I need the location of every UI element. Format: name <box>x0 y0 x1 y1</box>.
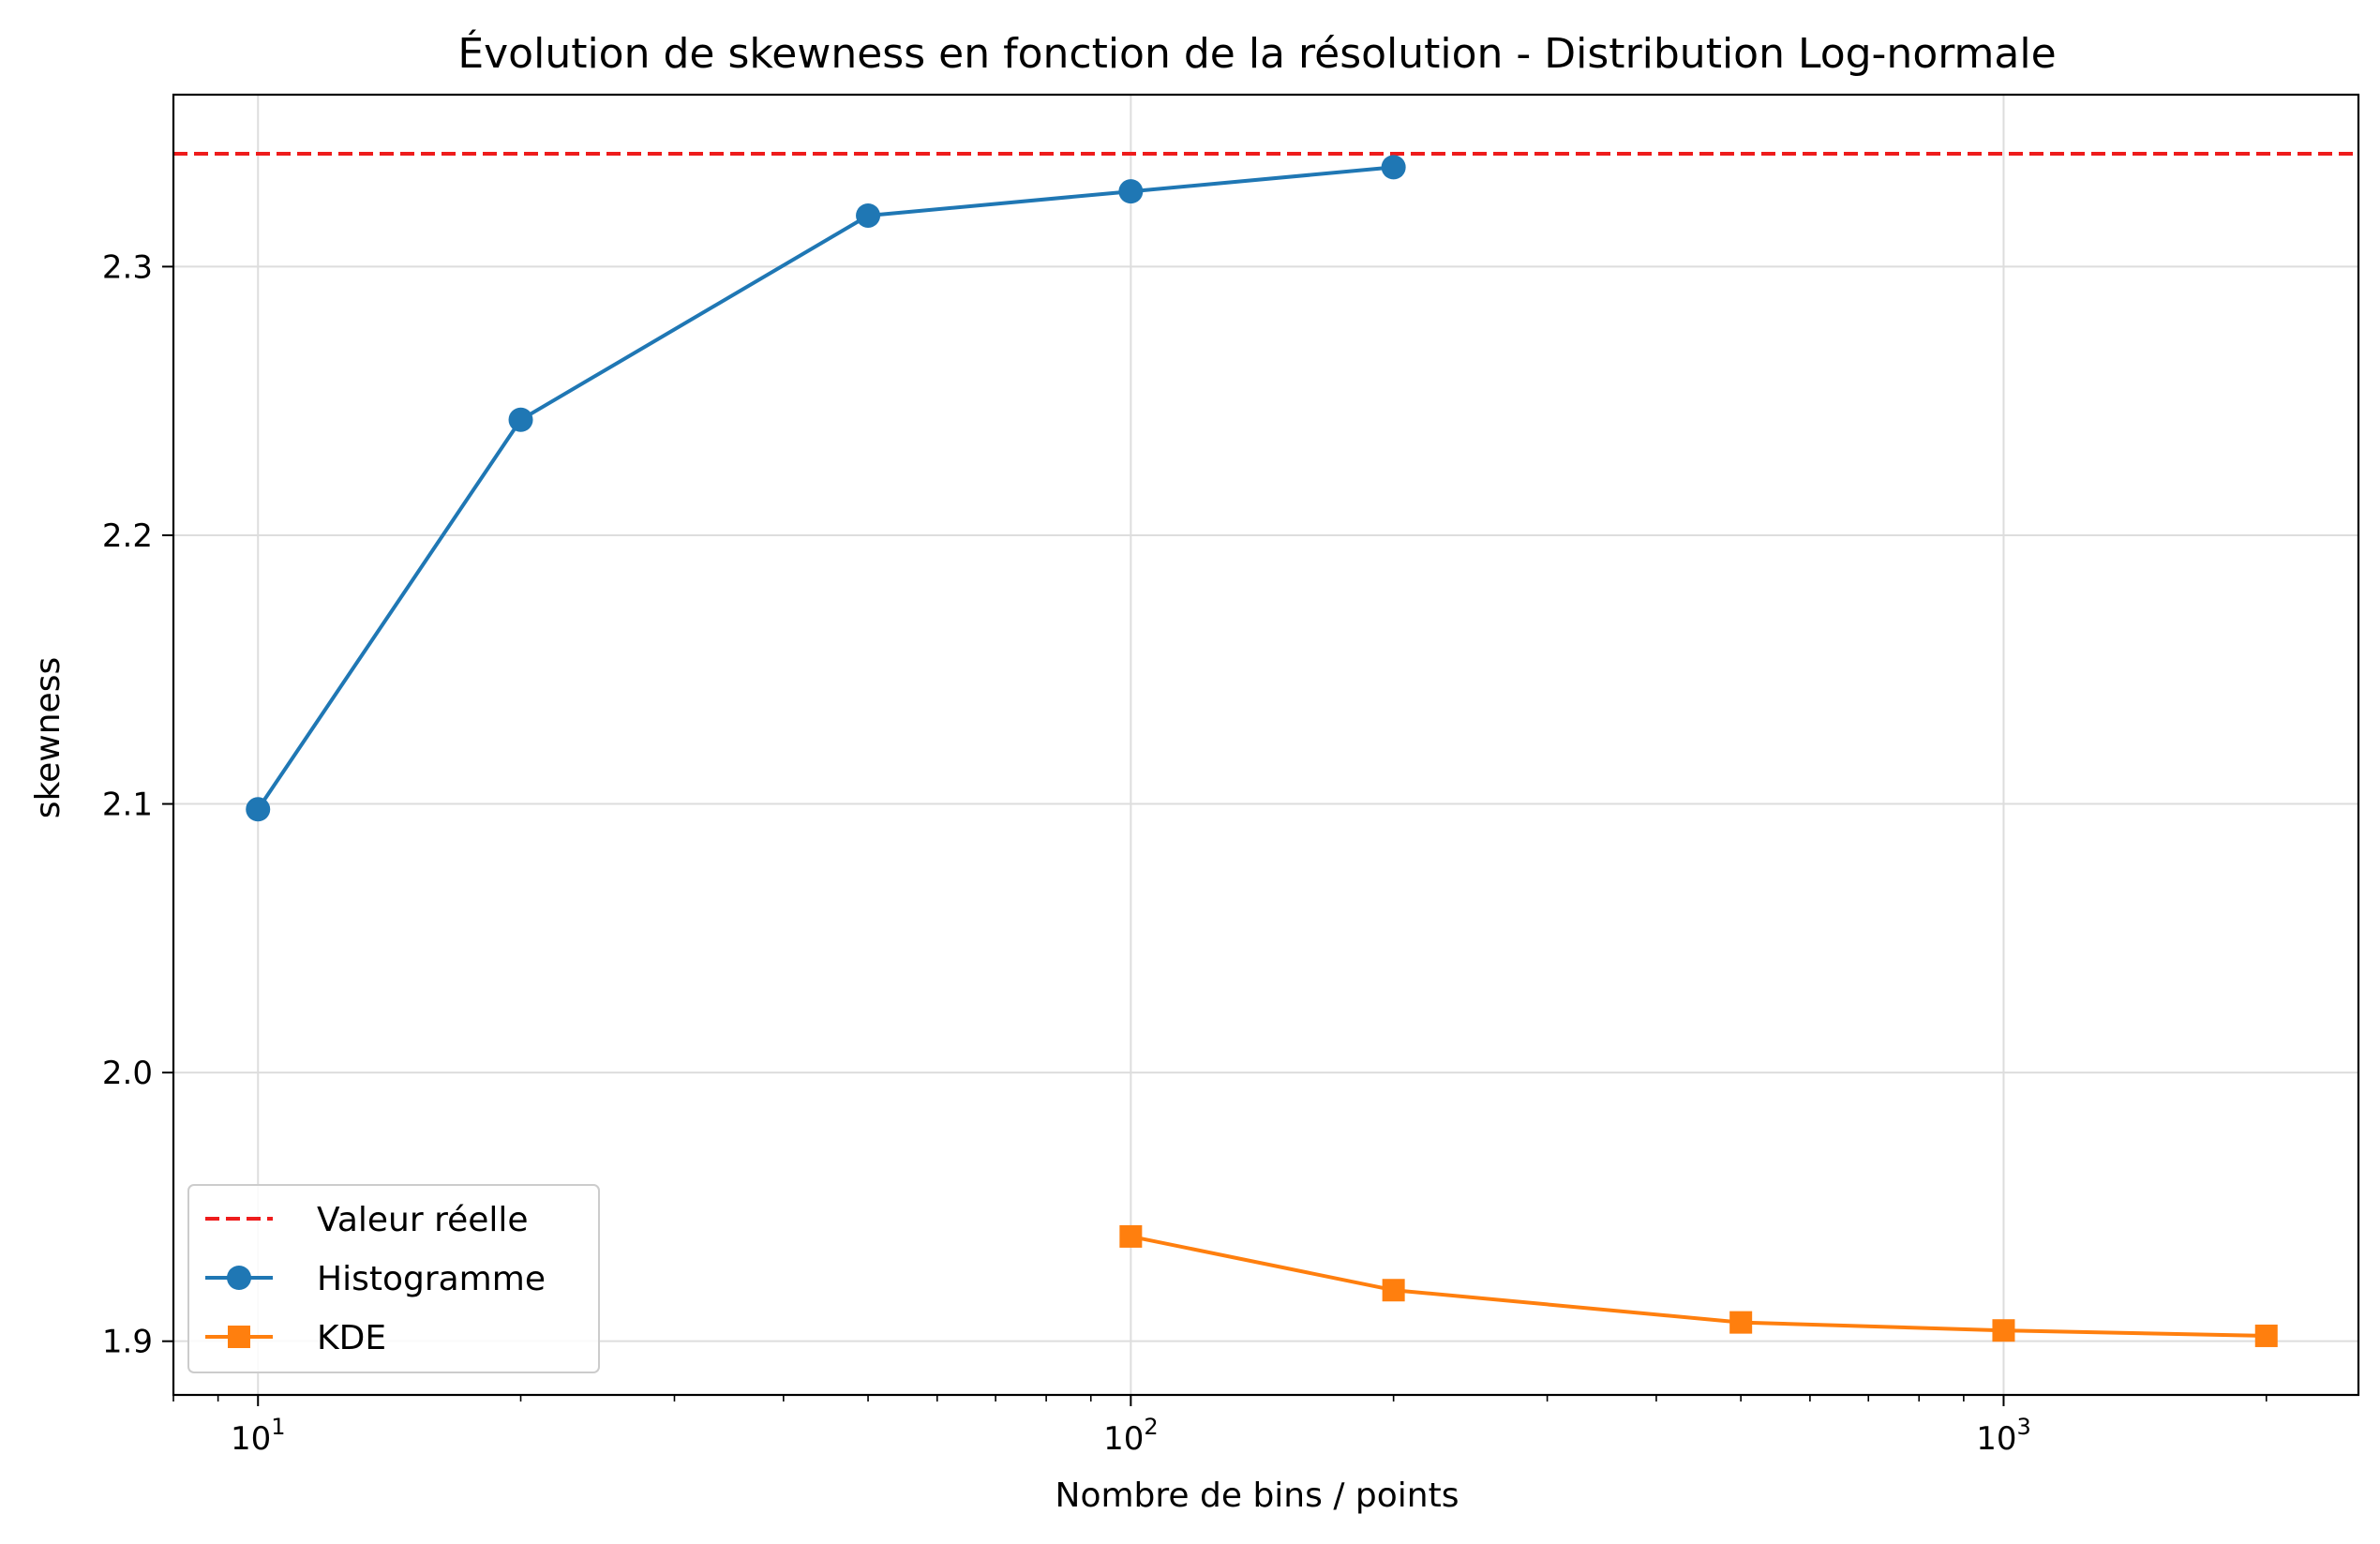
legend-marker <box>228 1326 250 1348</box>
legend-marker <box>227 1266 251 1290</box>
minor-ticks <box>172 1395 2268 1402</box>
plot-content <box>173 152 2358 1347</box>
y-tick-label: 2.0 <box>102 1055 153 1092</box>
legend-label: Valeur réelle <box>317 1201 529 1239</box>
data-point <box>2254 1324 2278 1347</box>
data-point <box>246 797 271 822</box>
y-axis-label: skewness <box>29 657 67 818</box>
series-0 <box>246 155 1406 822</box>
data-point <box>1381 155 1406 180</box>
y-tick-label: 2.2 <box>102 517 153 555</box>
data-point <box>1118 179 1144 204</box>
series-1 <box>1119 1224 2278 1347</box>
chart-title: Évolution de skewness en fonction de la … <box>457 28 2056 78</box>
data-point <box>1992 1319 2015 1342</box>
y-axis-ticks: 1.9 2.0 2.1 2.2 2.3 <box>102 248 173 1361</box>
y-tick-label: 2.1 <box>102 787 153 824</box>
data-point <box>1382 1279 1405 1302</box>
legend: Valeur réelle Histogramme KDE <box>187 1184 600 1373</box>
y-tick-label: 2.3 <box>102 248 153 286</box>
x-axis-label: Nombre de bins / points <box>1055 1477 1459 1515</box>
data-point <box>508 407 533 432</box>
data-point <box>1729 1311 1753 1334</box>
legend-box <box>187 1184 600 1373</box>
y-tick-label: 1.9 <box>102 1324 153 1361</box>
legend-label: KDE <box>317 1319 386 1357</box>
plot-frame <box>172 93 2360 1397</box>
data-point <box>1119 1224 1143 1248</box>
data-point <box>856 202 881 228</box>
legend-label: Histogramme <box>317 1260 546 1298</box>
